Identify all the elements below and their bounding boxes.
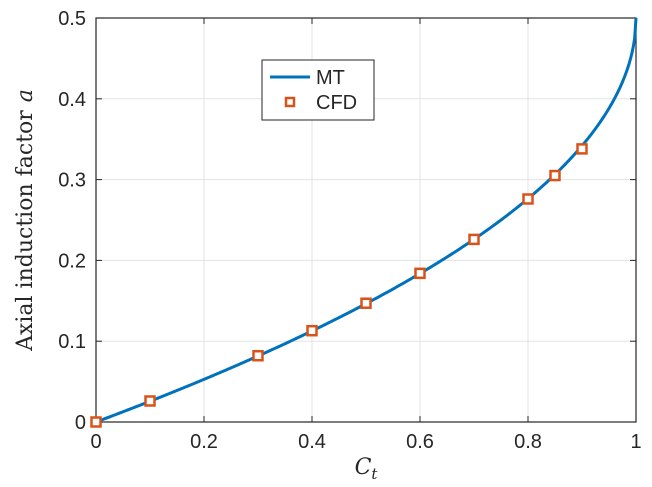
y-tick-label: 0.1	[58, 331, 86, 353]
x-axis-label-subscript: t	[371, 465, 378, 483]
legend-mt-label: MT	[316, 67, 345, 89]
cfd-marker	[524, 194, 533, 203]
cfd-marker	[362, 299, 371, 308]
y-axis-label: Axial induction factor a	[13, 89, 38, 352]
cfd-marker	[416, 269, 425, 278]
y-tick-label: 0	[75, 412, 86, 434]
cfd-marker	[551, 171, 560, 180]
cfd-marker	[308, 326, 317, 335]
x-tick-label: 1	[630, 431, 641, 453]
legend-cfd-marker-swatch	[286, 98, 294, 106]
y-axis-label-variable: a	[13, 89, 38, 102]
cfd-marker	[146, 396, 155, 405]
x-tick-label: 0	[90, 431, 101, 453]
x-axis-label: Ct	[355, 455, 379, 483]
x-axis-label-main: C	[355, 455, 372, 480]
x-tick-label: 0.6	[406, 431, 434, 453]
y-tick-label: 0.5	[58, 8, 86, 30]
x-tick-label: 0.8	[514, 431, 542, 453]
x-tick-label: 0.2	[190, 431, 218, 453]
cfd-marker	[92, 418, 101, 427]
cfd-marker	[470, 235, 479, 244]
legend: MT CFD	[262, 60, 374, 120]
y-tick-label: 0.2	[58, 250, 86, 272]
legend-cfd-label: CFD	[316, 92, 357, 114]
y-tick-label: 0.3	[58, 170, 86, 192]
y-axis-label-text: Axial induction factor	[13, 110, 38, 352]
cfd-marker	[578, 144, 587, 153]
cfd-marker	[254, 351, 263, 360]
y-tick-label: 0.4	[58, 89, 86, 111]
x-tick-label: 0.4	[298, 431, 326, 453]
